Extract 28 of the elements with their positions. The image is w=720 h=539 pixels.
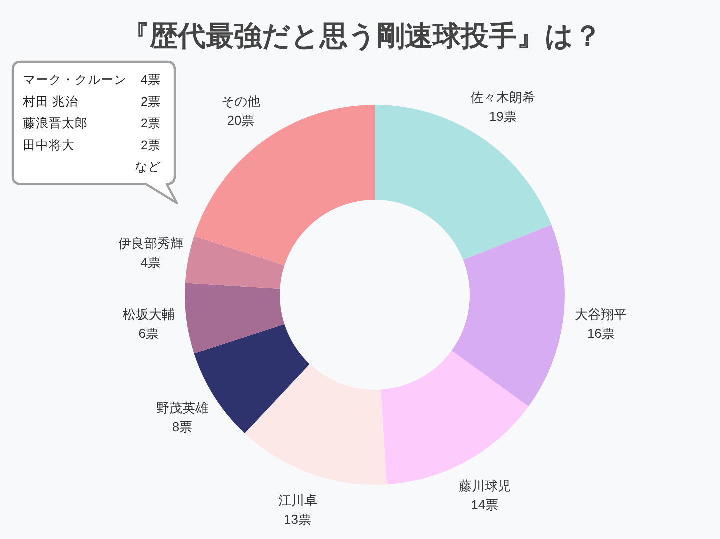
slice-label: 佐々木朗希: [470, 90, 536, 105]
text: マーク・クルーン 4票: [23, 73, 161, 87]
data-label: 13票: [284, 512, 312, 528]
text: 村田 兆治 2票: [23, 94, 161, 109]
slice-label: 伊良部秀輝: [118, 236, 184, 251]
data-label: 4票: [140, 254, 162, 270]
slice-label: 大谷翔平: [575, 307, 628, 322]
text: 藤浪晋太郎 2票: [23, 116, 161, 131]
data-label: 16票: [587, 326, 615, 342]
donut-slice: [375, 105, 552, 260]
slice-label: 松坂大輔: [122, 307, 175, 322]
text: など: [135, 160, 161, 174]
donut-slice: [452, 225, 565, 407]
donut-slice: [194, 324, 310, 434]
slice-label: 野茂英雄: [156, 400, 208, 416]
data-label: 19票: [489, 108, 517, 124]
data-label: 20票: [227, 113, 255, 128]
data-label: 8票: [172, 420, 193, 435]
chart-title: 『歴代最強だと思う剛速球投手』は？: [122, 20, 602, 52]
donut-slice: [244, 364, 387, 485]
donut-slice: [185, 236, 285, 290]
data-label: 14票: [471, 497, 499, 512]
slice-label: 藤川球児: [458, 478, 511, 494]
data-label: 6票: [138, 326, 159, 342]
text: 田中将大 2票: [23, 138, 161, 152]
slice-label: その他: [221, 94, 260, 110]
slice-label: 江川卓: [278, 493, 318, 508]
donut-slice: [185, 283, 285, 354]
